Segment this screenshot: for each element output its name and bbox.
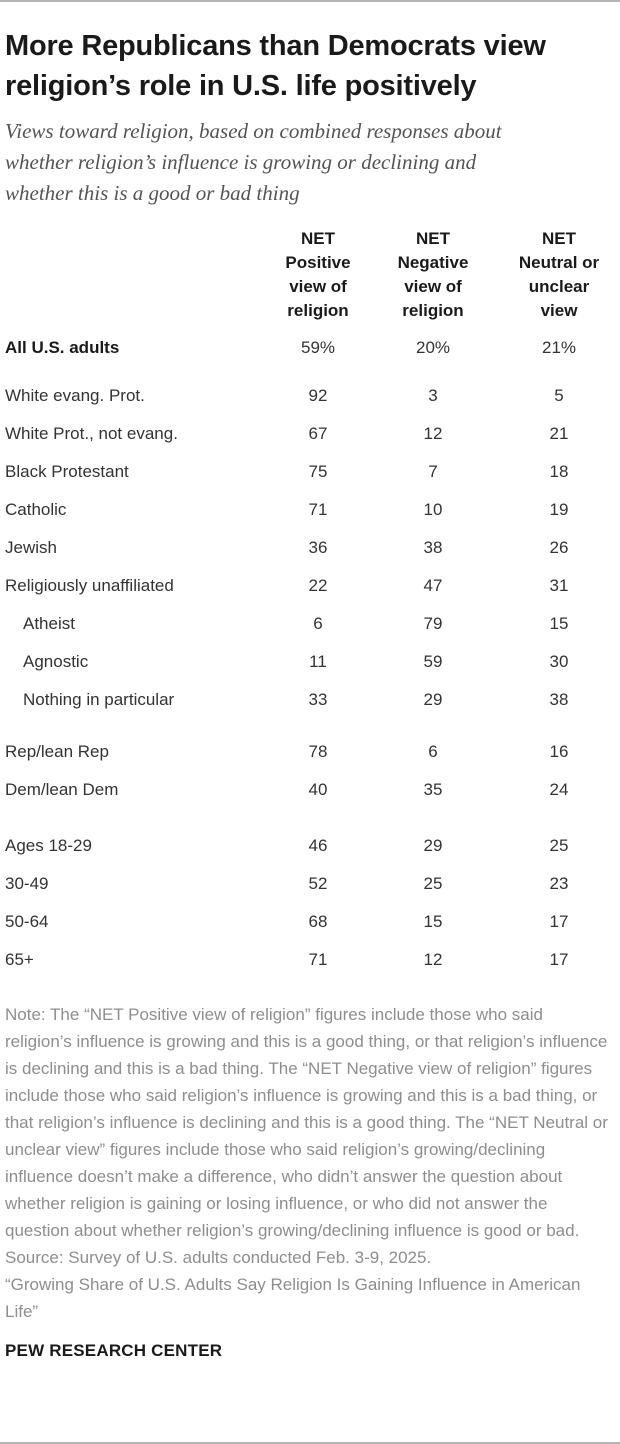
chart-title: More Republicans than Democrats view rel…	[5, 30, 546, 102]
chart-subtitle: Views toward religion, based on combined…	[5, 119, 502, 205]
row-label: White evang. Prot.	[5, 386, 145, 405]
row-value: 67	[308, 424, 328, 443]
row-value: 78	[308, 742, 328, 761]
row-value: 26	[549, 538, 569, 557]
row-value: 59%	[300, 338, 336, 357]
table-header-row: NET Positive view of religion NET Negative vie…	[0, 227, 620, 323]
row-label: Jewish	[5, 538, 57, 557]
row-label: Agnostic	[23, 652, 89, 671]
row-value: 16	[549, 742, 569, 761]
row-value: 20%	[415, 338, 451, 357]
row-value: 15	[423, 912, 443, 931]
row-label: Religiously unaffiliated	[5, 576, 174, 595]
report-title-text: “Growing Share of U.S. Adults Say Religi…	[5, 1275, 581, 1321]
note-text: Note: The “NET Positive view of religion…	[5, 1005, 608, 1240]
brand-footer: PEW RESEARCH CENTER	[5, 1341, 223, 1360]
row-value: 21	[549, 424, 569, 443]
table-row: Ages 18-29 46 29 25	[0, 827, 620, 865]
row-value: 92	[308, 386, 328, 405]
row-value: 30	[549, 652, 569, 671]
row-value: 7	[428, 462, 438, 481]
row-value: 21%	[541, 338, 577, 357]
row-value: 29	[423, 690, 443, 709]
row-label: 65+	[5, 950, 34, 969]
row-value: 12	[423, 424, 443, 443]
row-value: 25	[549, 836, 569, 855]
row-value: 59	[423, 652, 443, 671]
row-value: 18	[549, 462, 569, 481]
bottom-divider	[0, 1442, 620, 1444]
data-table: NET Positive view of religion NET Negative vie…	[0, 227, 620, 979]
row-value: 52	[308, 874, 328, 893]
row-value: 35	[423, 780, 443, 799]
row-value: 19	[549, 500, 569, 519]
table-row: Catholic 71 10 19	[0, 491, 620, 529]
row-value: 17	[549, 950, 569, 969]
column-header: NET Positive view of religion	[285, 229, 351, 320]
table-row: Dem/lean Dem 40 35 24	[0, 771, 620, 809]
row-value: 33	[308, 690, 328, 709]
row-label: Atheist	[23, 614, 75, 633]
row-value: 24	[549, 780, 569, 799]
row-value: 25	[423, 874, 443, 893]
source-text: Source: Survey of U.S. adults conducted …	[5, 1248, 432, 1267]
row-value: 40	[308, 780, 328, 799]
table-row: White Prot., not evang. 67 12 21	[0, 415, 620, 453]
row-value: 6	[428, 742, 438, 761]
footnote-block: Note: The “NET Positive view of religion…	[5, 1001, 610, 1325]
row-value: 68	[308, 912, 328, 931]
row-value: 47	[423, 576, 443, 595]
table-row: Nothing in particular 33 29 38	[0, 681, 620, 719]
column-header: NET Negative view of religion	[397, 229, 469, 320]
row-label: Nothing in particular	[23, 690, 175, 709]
row-value: 11	[309, 652, 327, 671]
table-row: Atheist 6 79 15	[0, 605, 620, 643]
table-body: All U.S. adults 59% 20% 21% White evang. Pro…	[0, 329, 620, 979]
row-value: 15	[549, 614, 569, 633]
row-value: 29	[423, 836, 443, 855]
table-row: Religiously unaffiliated 22 47 31	[0, 567, 620, 605]
row-value: 12	[423, 950, 443, 969]
row-label: 30-49	[5, 874, 49, 893]
table-row: All U.S. adults 59% 20% 21%	[0, 329, 620, 367]
row-value: 71	[308, 500, 328, 519]
row-label: All U.S. adults	[5, 338, 120, 357]
row-value: 17	[549, 912, 569, 931]
row-label: White Prot., not evang.	[5, 424, 178, 443]
row-value: 6	[313, 614, 323, 633]
row-value: 71	[308, 950, 328, 969]
row-value: 23	[549, 874, 569, 893]
table-row: 65+ 71 12 17	[0, 941, 620, 979]
table-row: 30-49 52 25 23	[0, 865, 620, 903]
row-value: 36	[308, 538, 328, 557]
table-row: 50-64 68 15 17	[0, 903, 620, 941]
row-value: 5	[554, 386, 564, 405]
row-value: 38	[549, 690, 569, 709]
row-label: Rep/lean Rep	[5, 742, 109, 761]
row-label: Catholic	[5, 500, 67, 519]
table-row: Jewish 36 38 26	[0, 529, 620, 567]
row-value: 22	[308, 576, 328, 595]
row-value: 3	[428, 386, 438, 405]
table-row: Agnostic 11 59 30	[0, 643, 620, 681]
column-header: NET Neutral or unclear view	[518, 229, 600, 320]
row-value: 46	[308, 836, 328, 855]
row-label: 50-64	[5, 912, 49, 931]
table-row: Rep/lean Rep 78 6 16	[0, 733, 620, 771]
row-value: 38	[423, 538, 443, 557]
row-label: Dem/lean Dem	[5, 780, 119, 799]
row-label: Black Protestant	[5, 462, 129, 481]
row-value: 31	[549, 576, 569, 595]
row-value: 10	[423, 500, 443, 519]
row-label: Ages 18-29	[5, 836, 92, 855]
row-value: 75	[308, 462, 328, 481]
table-row: White evang. Prot. 92 3 5	[0, 377, 620, 415]
table-row: Black Protestant 75 7 18	[0, 453, 620, 491]
row-value: 79	[423, 614, 443, 633]
